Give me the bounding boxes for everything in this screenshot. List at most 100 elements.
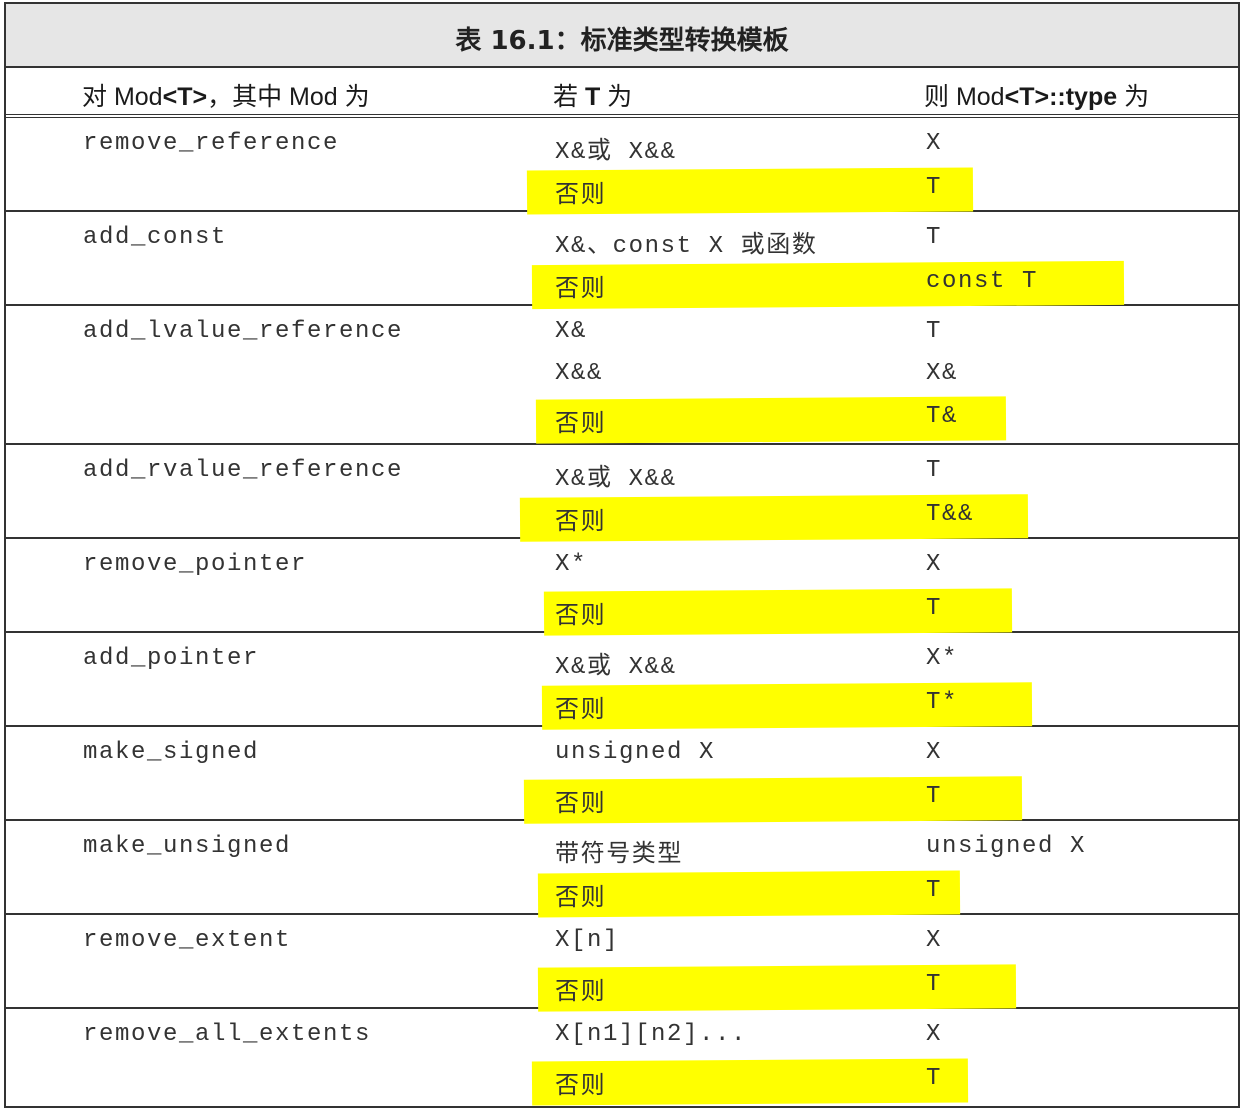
result-type: T xyxy=(926,318,943,345)
result-type: unsigned X xyxy=(926,833,1087,860)
mod-name: remove_all_extents xyxy=(83,1021,372,1048)
case-line: X&或 X&& X xyxy=(6,124,1238,170)
type-condition: X& xyxy=(555,318,588,345)
otherwise-condition: 否则 xyxy=(555,698,607,725)
mod-name: make_unsigned xyxy=(83,833,292,860)
type-condition: X[n] xyxy=(555,927,620,954)
header-then-column: 则 Mod<T>::type 为 xyxy=(924,77,1149,113)
result-type: T&& xyxy=(926,501,975,528)
case-line: 否则 T&& xyxy=(6,494,1238,542)
mod-name: add_lvalue_reference xyxy=(83,318,404,345)
result-type: T xyxy=(926,174,943,201)
result-type: X& xyxy=(926,360,959,387)
type-condition: unsigned X xyxy=(555,739,716,766)
header-mod-prefix: 对 Mod xyxy=(82,83,163,111)
result-type: X xyxy=(926,1021,943,1048)
header-then-tag: <T>::type xyxy=(1004,83,1118,111)
table-header-row: 对 Mod<T>，其中 Mod 为 若 T 为 则 Mod<T>::type 为 xyxy=(6,68,1238,118)
table-title: 表 16.1：标准类型转换模板 xyxy=(455,26,789,56)
result-type: X xyxy=(926,739,943,766)
mod-name: remove_extent xyxy=(83,927,292,954)
result-type: T xyxy=(926,224,943,251)
otherwise-condition: 否则 xyxy=(555,886,607,913)
header-if-tag: T xyxy=(584,83,601,111)
otherwise-condition: 否则 xyxy=(555,183,607,210)
result-type: X xyxy=(926,130,943,157)
case-line: X&或 X&& X* xyxy=(6,639,1238,685)
type-condition: X* xyxy=(555,551,588,578)
case-line: X&、const X 或函数 T xyxy=(6,218,1238,264)
type-condition: 带符号类型 xyxy=(555,842,683,869)
header-if-suffix: 为 xyxy=(600,83,633,111)
case-line: 否则 T& xyxy=(6,396,1238,444)
header-if-column: 若 T 为 xyxy=(553,77,632,113)
result-type: T xyxy=(926,1065,943,1092)
table-row: remove_pointer X* X 否则 T xyxy=(6,539,1238,636)
case-line: X[n1][n2]... X xyxy=(6,1015,1238,1061)
case-line: X* X xyxy=(6,545,1238,591)
case-line: 否则 T xyxy=(6,1058,1238,1106)
otherwise-condition: 否则 xyxy=(555,1074,607,1101)
type-transformation-table: 表 16.1：标准类型转换模板 对 Mod<T>，其中 Mod 为 若 T 为 … xyxy=(4,2,1240,1108)
type-condition: X&或 X&& xyxy=(555,654,677,681)
result-type: T xyxy=(926,971,943,998)
otherwise-condition: 否则 xyxy=(555,604,607,631)
case-line: X&& X& xyxy=(6,354,1238,400)
table-row: remove_reference X&或 X&& X 否则 T xyxy=(6,118,1238,215)
mod-name: remove_pointer xyxy=(83,551,308,578)
type-condition: X&或 X&& xyxy=(555,466,677,493)
header-if-prefix: 若 xyxy=(553,83,585,111)
table-row: add_rvalue_reference X&或 X&& T 否则 T&& xyxy=(6,445,1238,542)
table-row: remove_all_extents X[n1][n2]... X 否则 T xyxy=(6,1009,1238,1108)
case-line: 否则 T xyxy=(6,870,1238,918)
table-row: make_unsigned 带符号类型 unsigned X 否则 T xyxy=(6,821,1238,918)
mod-name: remove_reference xyxy=(83,130,340,157)
header-mod-column: 对 Mod<T>，其中 Mod 为 xyxy=(82,77,370,113)
mod-name: add_const xyxy=(83,224,228,251)
result-type: T& xyxy=(926,403,959,430)
case-line: unsigned X X xyxy=(6,733,1238,779)
case-line: 否则 T xyxy=(6,167,1238,215)
highlight-mark xyxy=(537,964,1017,1012)
case-line: 否则 T xyxy=(6,776,1238,824)
table-title-bar: 表 16.1：标准类型转换模板 xyxy=(6,4,1238,68)
result-type: X xyxy=(926,551,943,578)
case-line: 否则 const T xyxy=(6,260,1238,310)
otherwise-condition: 否则 xyxy=(555,510,607,537)
type-condition: X&、const X 或函数 xyxy=(555,233,818,260)
result-type: T* xyxy=(926,689,959,716)
highlight-mark xyxy=(541,682,1033,730)
case-line: X[n] X xyxy=(6,921,1238,967)
header-mod-tag: <T> xyxy=(162,83,208,111)
result-type: X xyxy=(926,927,943,954)
result-type: T xyxy=(926,457,943,484)
case-line: X&或 X&& T xyxy=(6,451,1238,497)
otherwise-condition: 否则 xyxy=(555,792,607,819)
result-type: T xyxy=(926,877,943,904)
table-row: make_signed unsigned X X 否则 T xyxy=(6,727,1238,824)
header-then-prefix: 则 Mod xyxy=(924,83,1005,111)
case-line: 带符号类型 unsigned X xyxy=(6,827,1238,873)
type-condition: X[n1][n2]... xyxy=(555,1021,748,1048)
result-type: T xyxy=(926,783,943,810)
result-type: X* xyxy=(926,645,959,672)
case-line: 否则 T* xyxy=(6,682,1238,730)
otherwise-condition: 否则 xyxy=(555,277,607,304)
case-line: X& T xyxy=(6,312,1238,358)
otherwise-condition: 否则 xyxy=(555,980,607,1007)
table-row: remove_extent X[n] X 否则 T xyxy=(6,915,1238,1012)
table-row: add_pointer X&或 X&& X* 否则 T* xyxy=(6,633,1238,730)
result-type: T xyxy=(926,595,943,622)
header-then-suffix: 为 xyxy=(1117,83,1150,111)
header-mod-suffix: ，其中 Mod 为 xyxy=(207,83,370,111)
table-row: add_lvalue_reference X& T X&& X& 否则 T& xyxy=(6,306,1238,445)
otherwise-condition: 否则 xyxy=(555,412,607,439)
type-condition: X&或 X&& xyxy=(555,139,677,166)
case-line: 否则 T xyxy=(6,588,1238,636)
mod-name: make_signed xyxy=(83,739,260,766)
mod-name: add_pointer xyxy=(83,645,260,672)
table-row: add_const X&、const X 或函数 T 否则 const T xyxy=(6,212,1238,310)
mod-name: add_rvalue_reference xyxy=(83,457,404,484)
case-line: 否则 T xyxy=(6,964,1238,1012)
result-type: const T xyxy=(926,268,1039,295)
